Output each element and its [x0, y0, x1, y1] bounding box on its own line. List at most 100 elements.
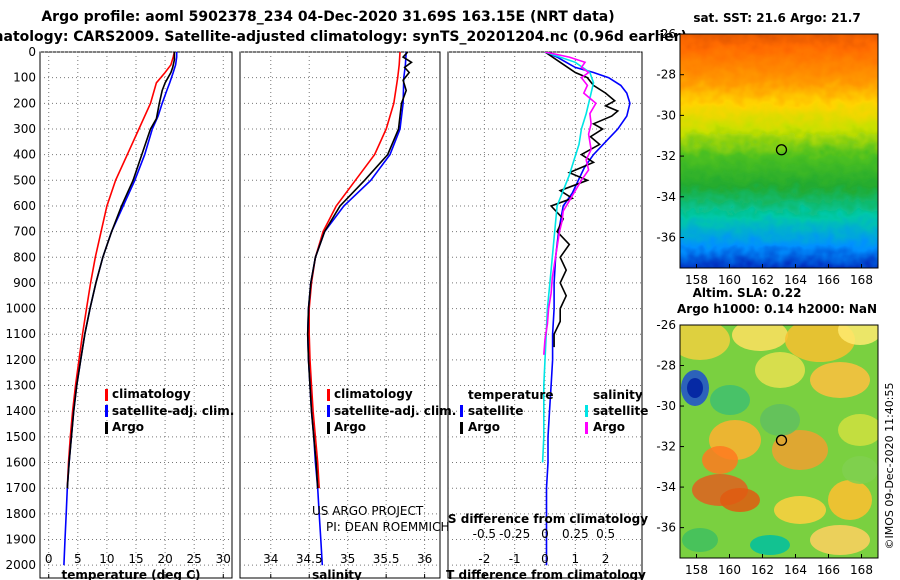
temperature-lines — [63, 52, 178, 566]
sla-blob — [838, 325, 878, 345]
s-diff-tick-label: 0.25 — [562, 527, 589, 541]
sla-blob — [710, 385, 750, 415]
difference-top-xlabel: S difference from climatology — [448, 512, 648, 526]
sla-blob — [810, 525, 870, 555]
temperature-grid — [40, 51, 232, 578]
depth-tick-label: 1900 — [5, 533, 36, 547]
x-tick-label: 34.5 — [296, 552, 323, 566]
sst-map-title: sat. SST: 21.6 Argo: 21.7 — [693, 11, 860, 25]
series-line-s-argo — [543, 52, 597, 355]
legend-title-salinity: salinity — [593, 388, 643, 402]
depth-tick-label: 1300 — [5, 379, 36, 393]
depth-tick-label: 500 — [13, 173, 36, 187]
depth-tick-label: 1100 — [5, 327, 36, 341]
x-tick-label: 2 — [602, 552, 610, 566]
depth-tick-label: 100 — [13, 71, 36, 85]
series-line-argo — [306, 52, 413, 489]
x-tick-label: 0 — [541, 552, 549, 566]
depth-tick-label: 800 — [13, 250, 36, 264]
map-x-tick-label: 162 — [751, 273, 774, 287]
project-annotation: US ARGO PROJECT — [312, 504, 424, 518]
sla-blob — [682, 528, 718, 552]
map-y-tick-label: -26 — [656, 27, 676, 41]
sst-map-field — [680, 34, 878, 268]
salinity-plot-frame — [239, 51, 441, 579]
map-x-tick-label: 168 — [850, 273, 873, 287]
sla-blob — [838, 414, 878, 446]
x-tick-label: 1 — [571, 552, 579, 566]
map-y-tick-label: -32 — [656, 149, 676, 163]
series-line-t-argo — [544, 52, 620, 348]
sst-argo-marker — [775, 144, 788, 156]
map-y-tick-label: -30 — [656, 399, 676, 413]
s-diff-tick-label: 0 — [541, 527, 549, 541]
depth-tick-label: 1500 — [5, 430, 36, 444]
x-tick-label: 20 — [157, 552, 172, 566]
map-y-tick-label: -30 — [656, 108, 676, 122]
legend-swatch-argo — [105, 422, 108, 434]
sla-map-title1: Altim. SLA: 0.22 — [693, 286, 802, 300]
t-difference-tick-labels: -2 -1 0 1 2 — [478, 552, 609, 578]
depth-tick-label: 1200 — [5, 353, 36, 367]
difference-lines — [541, 52, 631, 566]
legend-label-t-argo: Argo — [468, 420, 500, 434]
difference-plot-frame — [447, 51, 643, 579]
temperature-xlabel: temperature (deg C) — [62, 568, 201, 580]
legend-swatch-argo — [327, 422, 330, 434]
depth-tick-labels: 0 100 200 300 400 500 600 700 800 900 1000 1100 1200… — [5, 45, 36, 572]
sla-blob — [828, 480, 872, 520]
temperature-plot-frame — [39, 51, 233, 579]
legend-label-s-argo: Argo — [593, 420, 625, 434]
map-y-tick-label: -34 — [656, 190, 676, 204]
map-x-tick-label: 166 — [817, 563, 840, 577]
depth-tick-label: 2000 — [5, 558, 36, 572]
legend-label-satellite: satellite-adj. clim. — [334, 404, 456, 418]
depth-tick-label: 1700 — [5, 481, 36, 495]
x-tick-label: 5 — [74, 552, 82, 566]
salinity-xlabel: salinity — [312, 568, 362, 580]
s-diff-tick-label: -0.25 — [499, 527, 530, 541]
sla-map-field — [680, 325, 878, 558]
map-y-tick-label: -36 — [656, 230, 676, 244]
legend-swatch-t-argo — [460, 422, 463, 434]
sst-map-frame — [679, 33, 879, 269]
map-x-tick-label: 158 — [685, 273, 708, 287]
temperature-tick-labels: 0 5 10 15 20 25 30 — [45, 552, 231, 578]
depth-tick-label: 400 — [13, 148, 36, 162]
sla-argo-marker — [775, 434, 788, 446]
sla-blob — [732, 325, 788, 351]
sla-map-title2: Argo h1000: 0.14 h2000: NaN — [677, 302, 877, 316]
sla-blob — [810, 362, 870, 398]
s-diff-tick-label: -0.5 — [473, 527, 496, 541]
salinity-tick-labels: 34 34.5 35 35.5 36 — [263, 552, 432, 578]
sla-map-ticks: 158 160 162 164 166 168 -26 -28 -30 -32 -34 -36 — [656, 318, 873, 577]
sla-blob — [680, 325, 730, 360]
sla-blob — [720, 488, 760, 512]
pi-annotation: PI: DEAN ROEMMICH — [326, 520, 449, 534]
depth-tick-label: 1800 — [5, 507, 36, 521]
legend-label-satellite: satellite-adj. clim. — [112, 404, 234, 418]
x-tick-label: 30 — [216, 552, 231, 566]
x-tick-label: 35.5 — [373, 552, 400, 566]
sla-blob — [774, 496, 826, 524]
series-line-climatology — [66, 52, 176, 489]
legend-label-s-satellite: satellite — [593, 404, 648, 418]
map-x-tick-label: 166 — [817, 273, 840, 287]
x-tick-label: 35 — [340, 552, 355, 566]
temperature-legend: climatology satellite-adj. clim. Argo — [105, 387, 234, 434]
x-tick-label: 10 — [99, 552, 114, 566]
sst-map-ticks: 158 160 162 164 166 168 -26 -28 -30 -32 -34 -36 — [656, 27, 873, 287]
map-x-tick-label: 164 — [784, 563, 807, 577]
map-x-tick-label: 162 — [751, 563, 774, 577]
footer-credit: ©IMOS 09-Dec-2020 11:40:55 — [883, 383, 896, 550]
difference-legend: temperature salinity satellite Argo sate… — [460, 388, 648, 434]
legend-swatch-climatology — [327, 389, 330, 401]
s-diff-tick-label: 0.5 — [596, 527, 615, 541]
x-tick-label: -2 — [478, 552, 490, 566]
series-line-s-satellite — [541, 52, 595, 463]
map-y-tick-label: -32 — [656, 440, 676, 454]
legend-swatch-satellite — [105, 405, 108, 417]
map-y-tick-label: -34 — [656, 480, 676, 494]
sla-blob — [750, 535, 790, 555]
